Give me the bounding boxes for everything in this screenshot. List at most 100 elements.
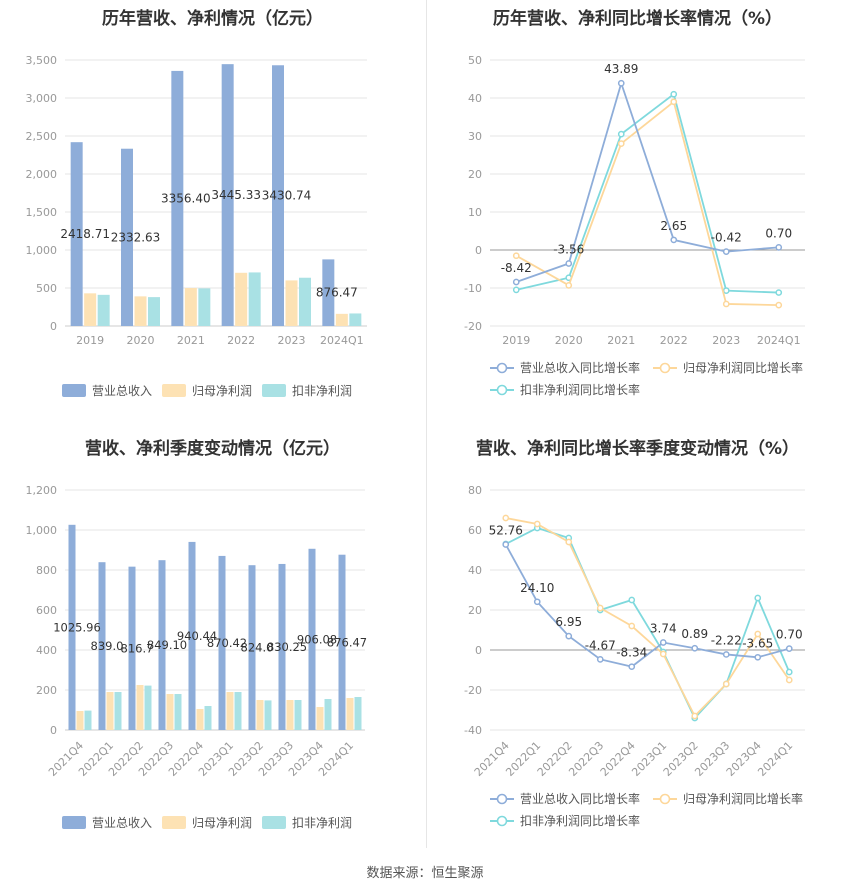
bar-net-profit — [346, 698, 354, 730]
y-tick-label: 0 — [50, 320, 57, 333]
legend-label: 归母净利润 — [192, 816, 252, 830]
x-tick-label: 2022 — [660, 334, 688, 347]
data-point — [722, 287, 730, 295]
y-tick-label: 40 — [468, 92, 482, 105]
data-point — [785, 645, 793, 652]
bar-net-profit — [285, 280, 298, 326]
data-point — [533, 520, 541, 528]
y-tick-label: 1,500 — [26, 206, 58, 219]
bar-deducted-profit — [264, 700, 272, 730]
legend-swatch — [262, 816, 286, 829]
y-tick-label: 3,500 — [26, 54, 58, 67]
x-tick-label: 2023 — [712, 334, 740, 347]
y-tick-label: 40 — [468, 564, 482, 577]
data-point — [628, 663, 636, 671]
data-label: 3430.74 — [262, 189, 312, 203]
bar-deducted-profit — [97, 294, 110, 326]
bar-revenue — [248, 565, 256, 730]
y-tick-label: 2,000 — [26, 168, 58, 181]
legend-label: 扣非净利润同比增长率 — [520, 382, 640, 397]
data-label: 0.70 — [765, 226, 792, 240]
bar-revenue — [171, 70, 184, 326]
data-point — [785, 668, 793, 676]
y-tick-label: 80 — [468, 484, 482, 497]
legend-label: 营业总收入 — [92, 384, 152, 398]
annual-values-svg: 0 500 1,000 1,500 2,000 2,500 3,000 3,500 2019 20… — [26, 54, 367, 398]
chart-title: 营收、净利同比增长率季度变动情况（%） — [475, 439, 800, 459]
series-line-revenue — [504, 544, 790, 668]
legend-swatch — [262, 384, 286, 397]
bar-deducted-profit — [144, 685, 152, 730]
legend-label: 营业总收入同比增长率 — [520, 791, 640, 806]
bar-net-profit — [256, 700, 264, 730]
y-tick-label: -20 — [464, 684, 482, 697]
x-tick-label: 2021 — [607, 334, 635, 347]
bar-net-profit — [76, 711, 84, 730]
data-point — [722, 651, 730, 658]
data-label: -8.34 — [616, 646, 647, 660]
data-label: -2.22 — [711, 633, 742, 647]
data-label: 0.89 — [681, 627, 708, 641]
data-label: 870.42 — [207, 636, 247, 650]
x-tick-label: 2019 — [502, 334, 530, 347]
data-label: 2332.63 — [111, 230, 161, 244]
data-point — [754, 653, 762, 661]
y-tick-label: 30 — [468, 130, 482, 143]
data-point — [670, 98, 678, 106]
y-tick-label: 800 — [36, 564, 57, 577]
quarterly-values-svg: 02004006008001,0001,2002021Q42022Q12022Q… — [26, 484, 368, 830]
chart-title: 营收、净利季度变动情况（亿元） — [85, 439, 340, 459]
x-tick-label: 2019 — [76, 334, 104, 347]
data-point — [754, 594, 762, 602]
data-label: 24.10 — [520, 581, 554, 595]
data-point — [670, 90, 678, 98]
data-label: 830.25 — [267, 640, 307, 654]
bar-deducted-profit — [114, 692, 122, 730]
bar-net-profit — [316, 707, 324, 730]
x-tick-label: 2024Q1 — [757, 334, 801, 347]
data-label: 839.0 — [91, 639, 124, 653]
data-point — [775, 243, 783, 251]
bar-deducted-profit — [174, 694, 182, 730]
bar-revenue — [121, 148, 133, 326]
series-line-revenue — [515, 80, 779, 283]
y-tick-label: -10 — [464, 282, 482, 295]
data-point — [512, 278, 520, 286]
data-point — [691, 644, 699, 652]
legend-marker — [496, 384, 508, 396]
data-point — [617, 140, 625, 147]
bar-deducted-profit — [299, 277, 311, 326]
bar-net-profit — [136, 685, 144, 730]
annual-values-chart: 历年营收、净利情况（亿元） 0 500 1,000 1,500 2,000 2,500 3,… — [0, 0, 425, 420]
data-label: 940.44 — [177, 629, 217, 643]
data-source-note: 数据来源：恒生聚源 — [366, 866, 484, 881]
bar-deducted-profit — [198, 288, 211, 326]
legend-label: 扣非净利润同比增长率 — [520, 813, 640, 828]
data-point — [565, 538, 573, 546]
series-line-net-profit — [505, 517, 790, 718]
bar-revenue — [218, 555, 226, 730]
legend-marker — [659, 793, 671, 805]
legend-swatch — [62, 384, 86, 397]
y-tick-label: 60 — [468, 524, 482, 537]
bar-deducted-profit — [324, 699, 332, 730]
legend-label: 营业总收入 — [92, 816, 152, 830]
bar-deducted-profit — [148, 297, 160, 326]
legend-label: 归母净利润同比增长率 — [683, 791, 803, 806]
legend-label: 归母净利润同比增长率 — [683, 360, 803, 375]
data-label: 3.74 — [650, 622, 677, 636]
bar-revenue — [221, 64, 234, 327]
legend-label: 归母净利润 — [192, 384, 252, 398]
x-tick-label: 2022 — [227, 334, 255, 347]
bar-deducted-profit — [294, 700, 302, 730]
data-point — [512, 252, 520, 260]
bar-net-profit — [166, 694, 174, 730]
bar-net-profit — [235, 272, 248, 326]
chart-title: 历年营收、净利情况（亿元） — [102, 9, 323, 29]
data-label: 0.70 — [776, 628, 803, 642]
quarterly-growth-svg: -40-200204060802021Q42022Q12022Q22022Q32… — [464, 484, 805, 828]
panel-divider — [426, 0, 427, 848]
legend-marker — [496, 815, 508, 827]
bar-net-profit — [84, 293, 97, 326]
series-line-deducted-profit — [516, 92, 779, 294]
